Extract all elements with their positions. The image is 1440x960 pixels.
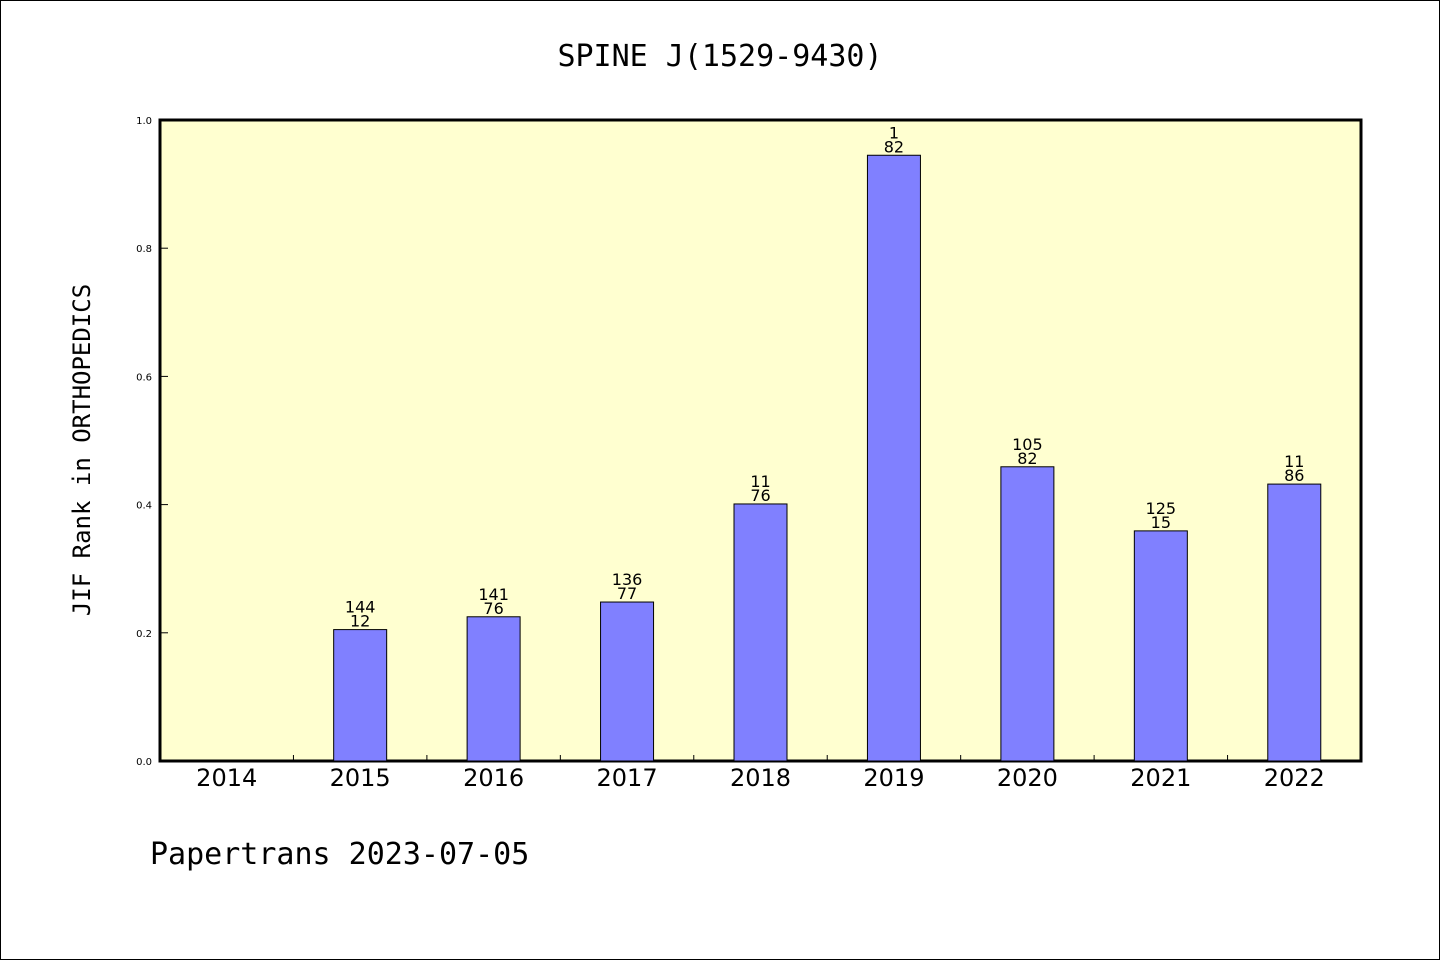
data-label-bottom: 15 bbox=[1151, 513, 1171, 532]
data-label-top: 141 bbox=[478, 585, 509, 604]
data-label-bottom: 76 bbox=[483, 599, 503, 618]
x-tick-label: 2021 bbox=[1130, 764, 1191, 792]
x-tick-label: 2022 bbox=[1264, 764, 1325, 792]
x-tick-label: 2016 bbox=[463, 764, 524, 792]
y-axis-label: JIF Rank in ORTHOPEDICS bbox=[68, 284, 96, 616]
data-label-bottom: 77 bbox=[617, 584, 637, 603]
x-tick-label: 2014 bbox=[196, 764, 257, 792]
x-tick-label: 2018 bbox=[730, 764, 791, 792]
data-label-bottom: 82 bbox=[1017, 449, 1037, 468]
data-label-bottom: 82 bbox=[884, 137, 904, 156]
x-tick-label: 2020 bbox=[997, 764, 1058, 792]
y-tick-label: 0.0 bbox=[136, 757, 152, 768]
bar-2018 bbox=[733, 503, 788, 762]
data-label-top: 11 bbox=[750, 472, 770, 491]
data-label-top: 125 bbox=[1146, 499, 1177, 518]
x-tick-label: 2019 bbox=[863, 764, 924, 792]
chart-title: SPINE J(1529-9430) bbox=[557, 39, 882, 74]
data-label-bottom: 76 bbox=[750, 486, 770, 505]
y-tick-label: 0.8 bbox=[136, 244, 152, 255]
bar-2016 bbox=[466, 616, 521, 762]
bar-2015 bbox=[333, 629, 388, 762]
y-tick-label: 0.4 bbox=[136, 501, 152, 512]
y-tick-label: 1.0 bbox=[136, 116, 152, 127]
data-label-top: 1 bbox=[889, 123, 899, 142]
bar-2022 bbox=[1267, 483, 1322, 762]
data-label-top: 11 bbox=[1284, 452, 1304, 471]
data-label-top: 136 bbox=[612, 570, 643, 589]
bar-2021 bbox=[1133, 530, 1188, 762]
x-tick-label: 2015 bbox=[330, 764, 391, 792]
data-label-top: 105 bbox=[1012, 435, 1043, 454]
data-label-bottom: 86 bbox=[1284, 466, 1304, 485]
y-tick-label: 0.2 bbox=[136, 629, 152, 640]
footer-text: Papertrans 2023-07-05 bbox=[150, 837, 529, 872]
bar-2019 bbox=[866, 154, 921, 762]
data-label-top: 144 bbox=[345, 598, 376, 617]
y-tick-label: 0.6 bbox=[136, 372, 152, 383]
data-label-bottom: 12 bbox=[350, 612, 370, 631]
bar-2020 bbox=[1000, 466, 1055, 762]
x-tick-label: 2017 bbox=[597, 764, 658, 792]
bar-2017 bbox=[600, 601, 655, 762]
